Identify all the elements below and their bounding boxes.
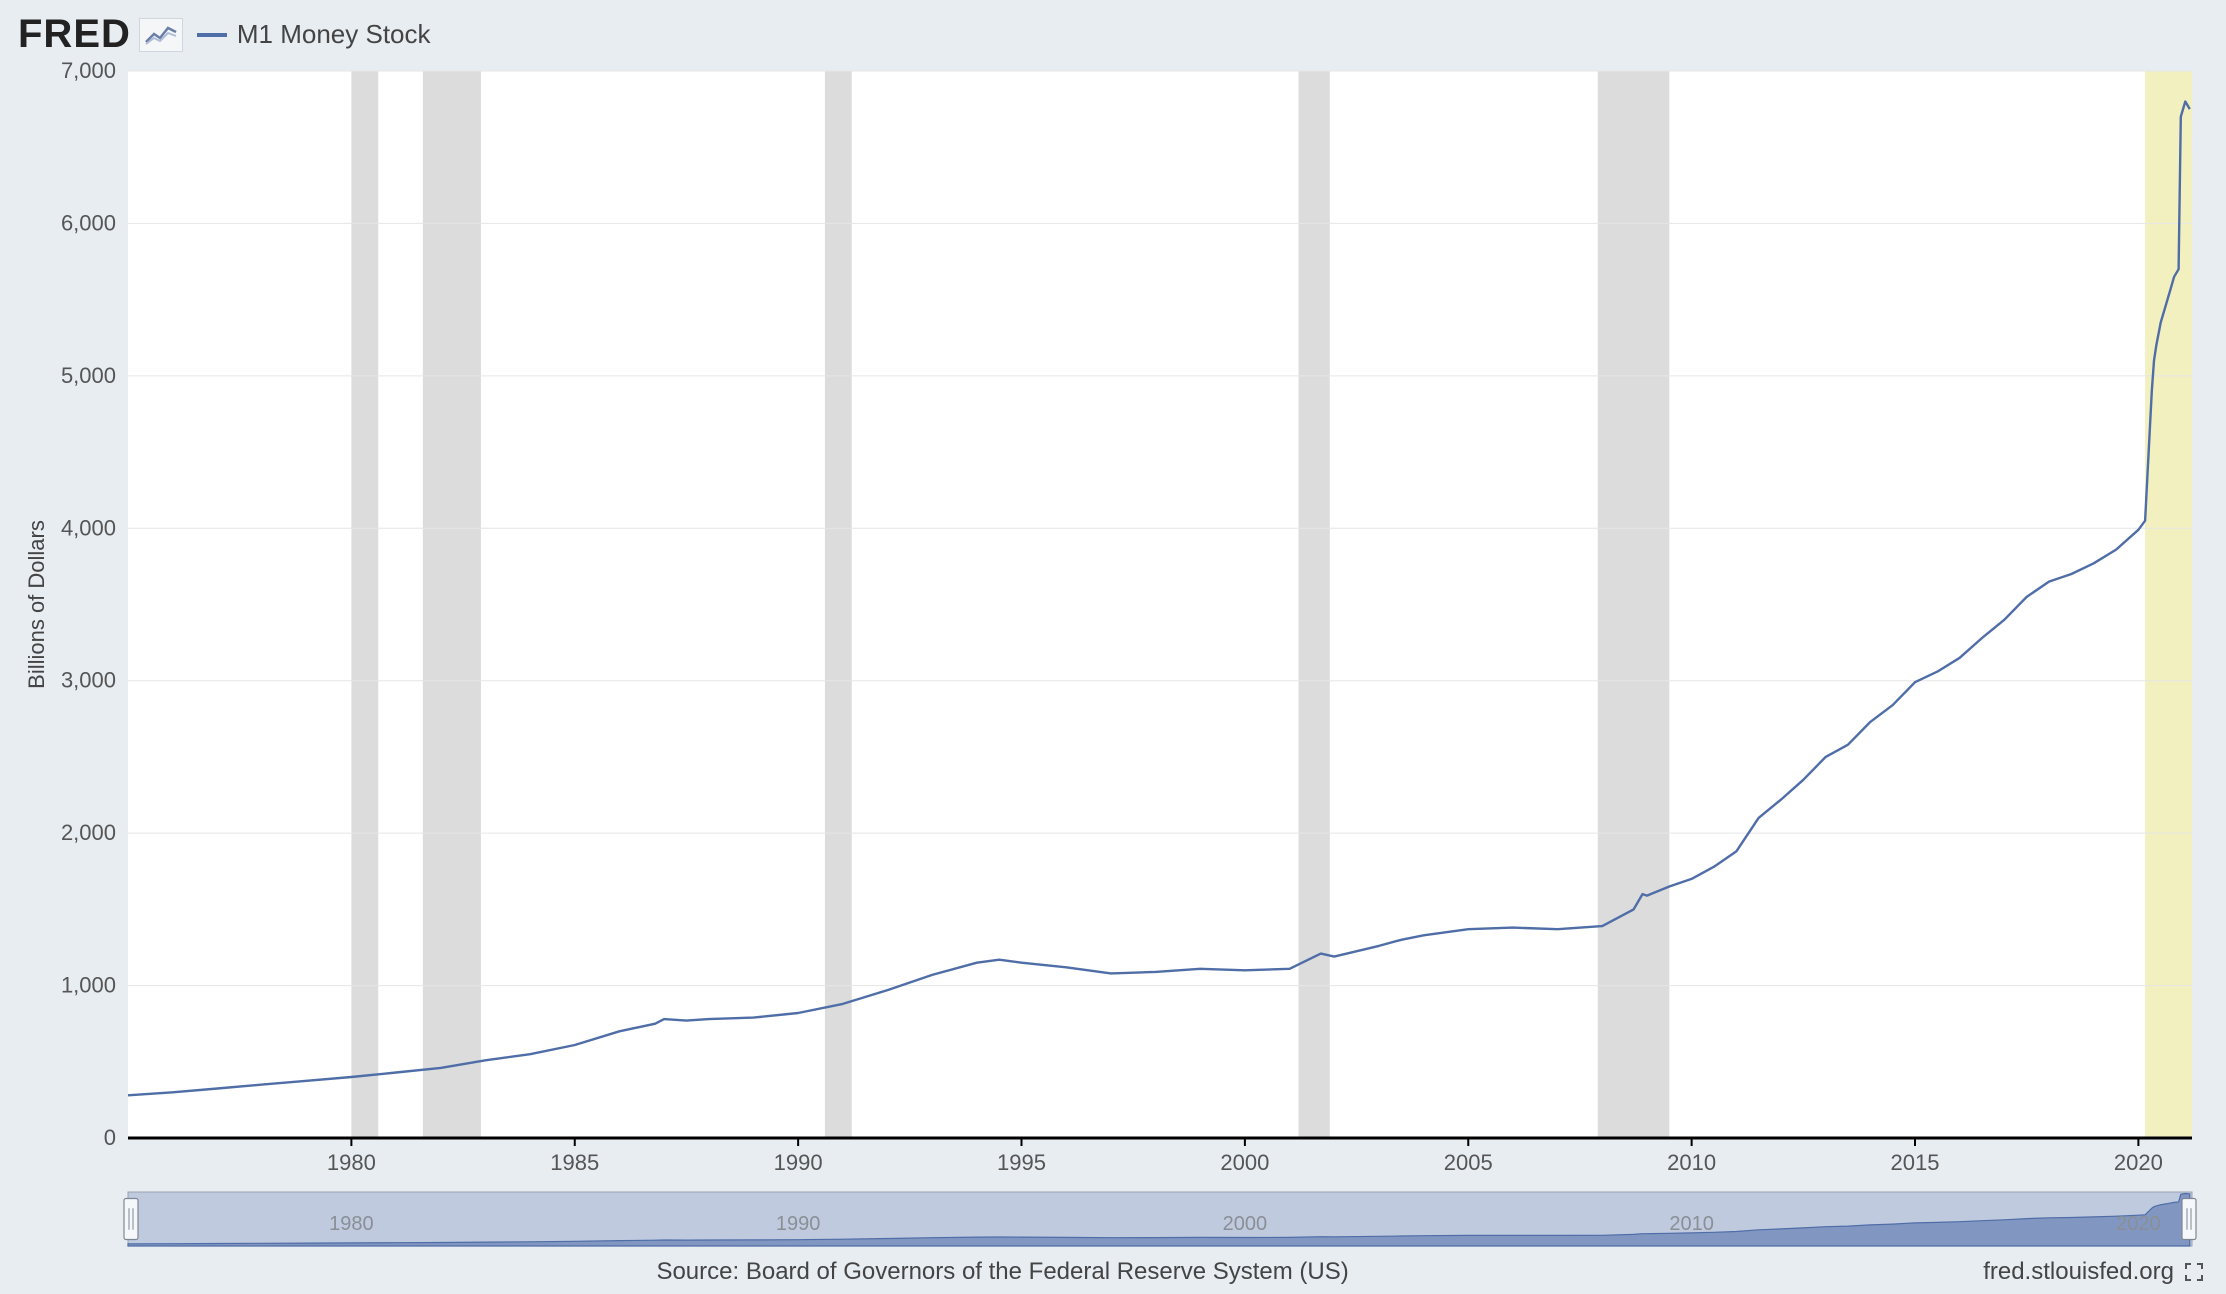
svg-text:1980: 1980 xyxy=(329,1213,374,1235)
svg-text:Billions of Dollars: Billions of Dollars xyxy=(24,520,49,689)
svg-text:3,000: 3,000 xyxy=(61,668,116,693)
svg-text:2010: 2010 xyxy=(1669,1213,1714,1235)
legend-swatch xyxy=(197,33,227,37)
svg-text:2005: 2005 xyxy=(1444,1150,1493,1175)
svg-text:0: 0 xyxy=(104,1125,116,1150)
svg-text:1,000: 1,000 xyxy=(61,973,116,998)
source-text: Source: Board of Governors of the Federa… xyxy=(656,1258,1348,1286)
svg-text:1980: 1980 xyxy=(327,1150,376,1175)
fullscreen-icon[interactable] xyxy=(2184,1262,2204,1282)
svg-text:6,000: 6,000 xyxy=(61,210,116,235)
svg-text:1990: 1990 xyxy=(776,1213,821,1235)
site-link[interactable]: fred.stlouisfed.org xyxy=(1983,1258,2174,1286)
svg-text:7,000: 7,000 xyxy=(61,61,116,83)
svg-text:2020: 2020 xyxy=(2114,1150,2163,1175)
fred-logo: FRED xyxy=(18,12,183,57)
svg-text:4,000: 4,000 xyxy=(61,515,116,540)
svg-text:2000: 2000 xyxy=(1223,1213,1268,1235)
logo-chart-icon xyxy=(139,18,183,52)
svg-text:2010: 2010 xyxy=(1667,1150,1716,1175)
svg-text:2020: 2020 xyxy=(2116,1213,2161,1235)
range-selector[interactable]: 1980 1990 2000 2010 2020 xyxy=(18,1190,2208,1248)
svg-text:1990: 1990 xyxy=(774,1150,823,1175)
main-chart[interactable]: 0 1,000 2,000 3,000 4,000 5,000 6,000 7,000 1980… xyxy=(18,61,2208,1182)
chart-legend: M1 Money Stock xyxy=(197,19,431,50)
svg-text:1985: 1985 xyxy=(550,1150,599,1175)
legend-label: M1 Money Stock xyxy=(237,19,431,50)
svg-text:5,000: 5,000 xyxy=(61,363,116,388)
chart-header: FRED M1 Money Stock xyxy=(18,12,2208,61)
logo-text: FRED xyxy=(18,12,131,57)
svg-text:1995: 1995 xyxy=(997,1150,1046,1175)
svg-text:2015: 2015 xyxy=(1891,1150,1940,1175)
svg-text:2000: 2000 xyxy=(1220,1150,1269,1175)
chart-footer: Source: Board of Governors of the Federa… xyxy=(18,1248,2208,1286)
svg-text:2,000: 2,000 xyxy=(61,820,116,845)
